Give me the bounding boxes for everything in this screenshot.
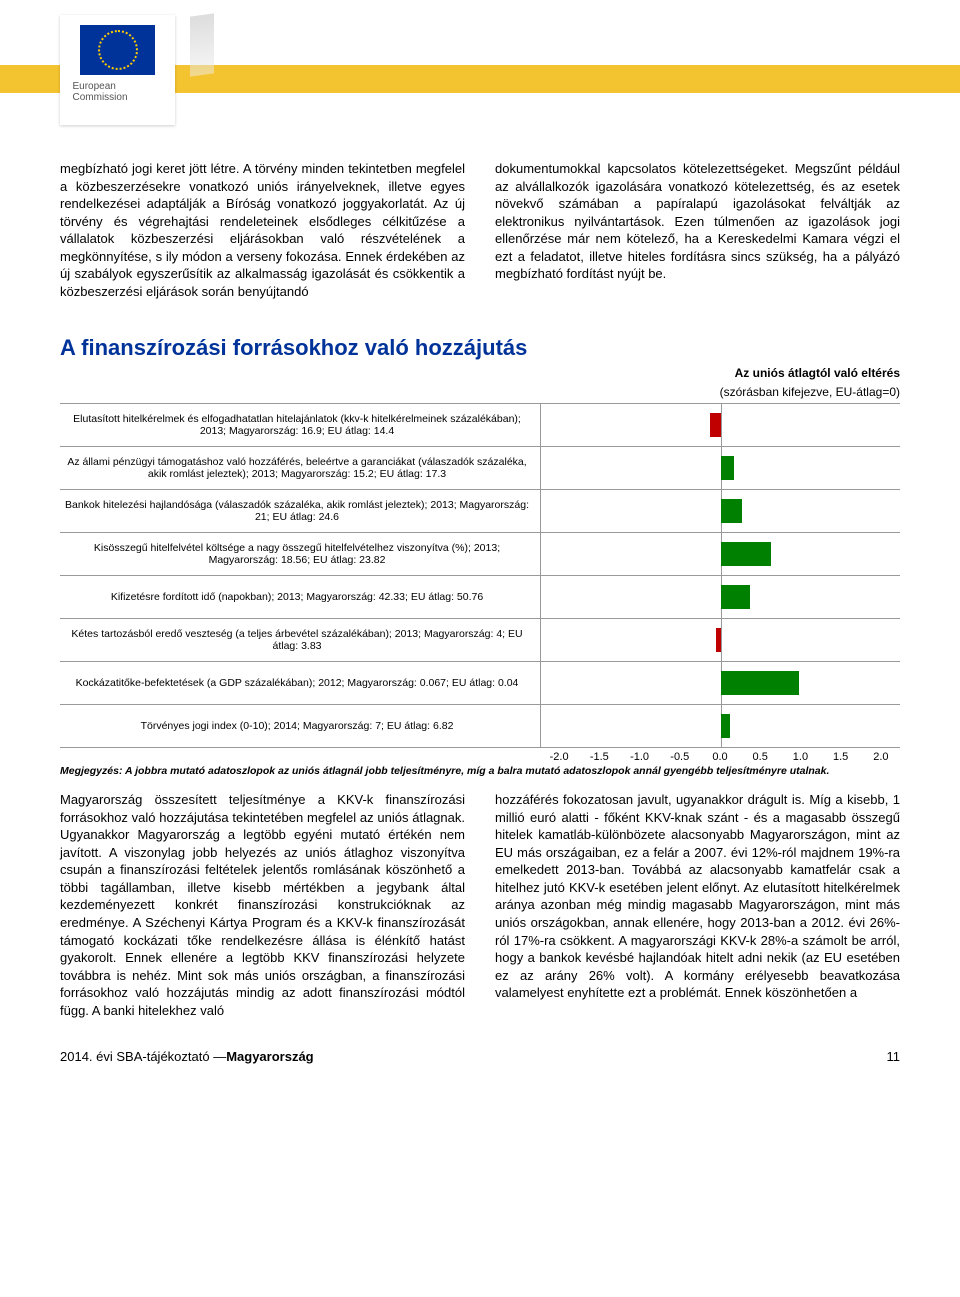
bottom-paragraph-right: hozzáférés fokozatosan javult, ugyanakko… xyxy=(495,791,900,1019)
chart-zero-line xyxy=(721,618,722,662)
page-content: megbízható jogi keret jött létre. A törv… xyxy=(0,130,960,1039)
footer-left: 2014. évi SBA-tájékoztató —Magyarország xyxy=(60,1049,314,1064)
chart-row-plot xyxy=(540,404,900,446)
chart-zero-line xyxy=(721,403,722,447)
ec-logo-line1: European xyxy=(73,81,163,92)
top-paragraph-right: dokumentumokkal kapcsolatos kötelezettsé… xyxy=(495,160,900,300)
chart-row: Bankok hitelezési hajlandósága (válaszad… xyxy=(60,489,900,532)
chart-header-line2: (szórásban kifejezve, EU-átlag=0) xyxy=(60,385,900,399)
bottom-paragraph-columns: Magyarország összesített teljesítménye a… xyxy=(60,791,900,1019)
chart-note-prefix: Megjegyzés: xyxy=(60,765,125,777)
chart-axis-tick: -1.0 xyxy=(619,751,659,763)
ec-logo: European Commission xyxy=(60,15,175,125)
bottom-paragraph-left: Magyarország összesített teljesítménye a… xyxy=(60,791,465,1019)
chart-row-plot xyxy=(540,533,900,575)
ec-logo-line2: Commission xyxy=(73,92,163,103)
chart-axis-tick: -0.5 xyxy=(660,751,700,763)
chart-bar xyxy=(721,456,734,480)
chart-row-label: Kockázatitőke-befektetések (a GDP százal… xyxy=(60,662,540,704)
chart-axis-tick: -1.5 xyxy=(579,751,619,763)
chart-axis-tick: -2.0 xyxy=(539,751,579,763)
section-title: A finanszírozási forrásokhoz való hozzáj… xyxy=(60,335,900,361)
chart-row: Kockázatitőke-befektetések (a GDP százal… xyxy=(60,661,900,704)
footer-prefix: 2014. évi SBA-tájékoztató — xyxy=(60,1049,226,1064)
footer-country: Magyarország xyxy=(226,1049,313,1064)
chart-row-label: Elutasított hitelkérelmek és elfogadhata… xyxy=(60,404,540,446)
chart-row-label: Kisösszegű hitelfelvétel költsége a nagy… xyxy=(60,533,540,575)
chart-axis-tick: 1.5 xyxy=(821,751,861,763)
top-paragraph-columns: megbízható jogi keret jött létre. A törv… xyxy=(60,160,900,300)
chart-row: Kisösszegű hitelfelvétel költsége a nagy… xyxy=(60,532,900,575)
chart-note: Megjegyzés: A jobbra mutató adatoszlopok… xyxy=(60,765,900,777)
chart-row-plot xyxy=(540,490,900,532)
page-footer: 2014. évi SBA-tájékoztató —Magyarország … xyxy=(0,1039,960,1082)
chart-row-label: Az állami pénzügyi támogatáshoz való hoz… xyxy=(60,447,540,489)
chart-row-plot xyxy=(540,447,900,489)
header-grey-flag xyxy=(190,13,214,76)
chart-axis-tick: 0.5 xyxy=(740,751,780,763)
chart-row: Kifizetésre fordított idő (napokban); 20… xyxy=(60,575,900,618)
chart-bar xyxy=(710,413,721,437)
page-number: 11 xyxy=(887,1049,901,1064)
ec-logo-text: European Commission xyxy=(73,81,163,103)
chart-row-plot xyxy=(540,576,900,618)
chart-x-axis: -2.0-1.5-1.0-0.50.00.51.01.52.0 xyxy=(539,748,901,763)
chart-row: Kétes tartozásból eredő veszteség (a tel… xyxy=(60,618,900,661)
chart-row-label: Kétes tartozásból eredő veszteség (a tel… xyxy=(60,619,540,661)
chart-row-plot xyxy=(540,705,900,747)
chart-header-line1: Az uniós átlagtól való eltérés xyxy=(60,366,900,380)
chart-row-label: Törvényes jogi index (0-10); 2014; Magya… xyxy=(60,705,540,747)
chart-axis-tick: 0.0 xyxy=(700,751,740,763)
page-header: European Commission xyxy=(0,0,960,130)
eu-flag-icon xyxy=(80,25,155,75)
chart-bar xyxy=(721,714,730,738)
chart-row-plot xyxy=(540,619,900,661)
chart-axis-tick: 1.0 xyxy=(780,751,820,763)
chart-row: Elutasított hitelkérelmek és elfogadhata… xyxy=(60,403,900,446)
top-paragraph-left: megbízható jogi keret jött létre. A törv… xyxy=(60,160,465,300)
chart-axis-tick: 2.0 xyxy=(861,751,901,763)
chart-bar xyxy=(721,585,750,609)
chart-bar xyxy=(721,542,771,566)
chart-bar xyxy=(721,671,799,695)
deviation-bar-chart: Elutasított hitelkérelmek és elfogadhata… xyxy=(60,403,900,748)
chart-row-label: Kifizetésre fordított idő (napokban); 20… xyxy=(60,576,540,618)
chart-row: Törvényes jogi index (0-10); 2014; Magya… xyxy=(60,704,900,748)
chart-row-label: Bankok hitelezési hajlandósága (válaszad… xyxy=(60,490,540,532)
chart-row-plot xyxy=(540,662,900,704)
chart-bar xyxy=(716,628,721,652)
chart-bar xyxy=(721,499,742,523)
chart-row: Az állami pénzügyi támogatáshoz való hoz… xyxy=(60,446,900,489)
chart-note-text: A jobbra mutató adatoszlopok az uniós át… xyxy=(125,765,829,777)
